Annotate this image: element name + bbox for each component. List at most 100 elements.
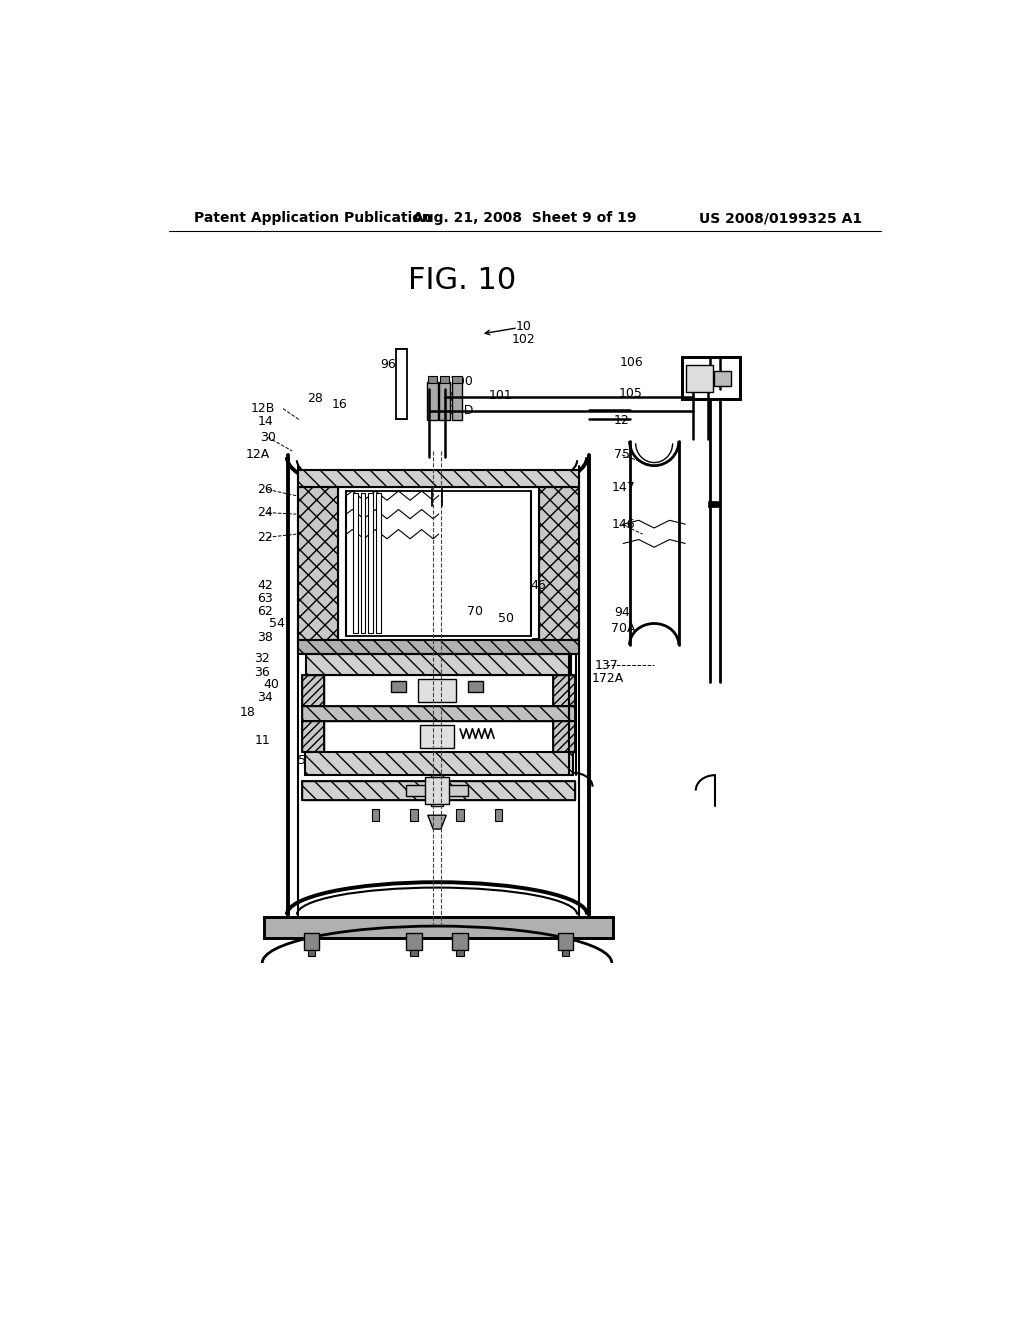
Text: 11: 11 xyxy=(255,734,271,747)
Bar xyxy=(682,358,739,400)
Bar xyxy=(304,752,572,775)
Text: 75: 75 xyxy=(613,449,630,462)
Bar xyxy=(539,487,579,640)
Bar xyxy=(298,640,579,653)
Text: 32: 32 xyxy=(254,652,269,665)
Text: 72: 72 xyxy=(422,763,437,776)
Bar xyxy=(302,706,574,721)
Text: 38: 38 xyxy=(257,631,273,644)
Text: 146: 146 xyxy=(611,517,635,531)
Bar xyxy=(298,487,339,640)
Bar xyxy=(360,494,366,634)
Text: 96: 96 xyxy=(381,358,396,371)
Text: 34: 34 xyxy=(257,690,273,704)
Bar xyxy=(264,917,613,939)
Text: 16: 16 xyxy=(332,399,348,412)
Bar xyxy=(369,494,373,634)
Text: 64: 64 xyxy=(331,763,346,776)
Text: 18: 18 xyxy=(240,706,256,719)
Text: 100: 100 xyxy=(450,375,473,388)
Text: 137: 137 xyxy=(595,659,618,672)
Text: 24: 24 xyxy=(257,506,273,519)
Text: 48: 48 xyxy=(355,763,371,776)
Text: Aug. 21, 2008  Sheet 9 of 19: Aug. 21, 2008 Sheet 9 of 19 xyxy=(413,211,637,226)
Bar xyxy=(420,725,454,748)
Text: 14: 14 xyxy=(257,416,273,428)
Bar xyxy=(302,781,574,800)
Bar xyxy=(553,675,574,706)
Text: 105: 105 xyxy=(620,387,643,400)
Text: 56: 56 xyxy=(298,754,314,767)
Bar xyxy=(298,487,339,640)
Text: 147: 147 xyxy=(611,482,635,495)
Text: 106: 106 xyxy=(620,356,643,370)
Bar xyxy=(553,721,574,752)
Bar xyxy=(298,640,579,653)
Bar xyxy=(304,933,319,950)
Bar xyxy=(396,350,407,418)
Bar xyxy=(410,809,418,821)
Bar xyxy=(418,678,457,702)
Bar xyxy=(453,376,462,383)
Bar xyxy=(324,675,553,706)
Bar xyxy=(558,933,573,950)
Text: 28: 28 xyxy=(307,392,324,405)
Bar xyxy=(302,675,324,706)
Text: 20: 20 xyxy=(438,391,455,404)
Text: 30: 30 xyxy=(260,430,275,444)
Text: 54: 54 xyxy=(269,616,285,630)
Text: 42: 42 xyxy=(257,579,273,593)
Bar xyxy=(439,381,451,420)
Bar xyxy=(407,785,468,796)
Bar xyxy=(302,675,324,706)
Text: 63: 63 xyxy=(257,593,273,606)
Bar xyxy=(410,950,418,956)
Bar xyxy=(304,752,572,775)
Bar xyxy=(298,470,579,487)
Text: 62: 62 xyxy=(257,605,273,618)
Text: 44: 44 xyxy=(375,763,390,776)
Text: 36: 36 xyxy=(254,667,269,680)
Text: US 2008/0199325 A1: US 2008/0199325 A1 xyxy=(699,211,862,226)
Bar xyxy=(302,721,324,752)
Bar xyxy=(453,933,468,950)
Text: 102: 102 xyxy=(511,333,536,346)
Text: 70: 70 xyxy=(467,605,482,618)
Bar xyxy=(372,809,379,821)
Bar xyxy=(306,653,571,675)
Text: 68: 68 xyxy=(469,763,485,776)
Bar xyxy=(427,381,438,420)
Bar xyxy=(457,809,464,821)
Bar xyxy=(431,775,443,807)
Bar xyxy=(391,681,407,692)
Text: 12: 12 xyxy=(614,413,630,426)
Text: FIG. 10: FIG. 10 xyxy=(408,265,516,294)
Text: 40: 40 xyxy=(263,677,280,690)
Bar xyxy=(495,809,503,821)
Bar xyxy=(376,494,381,634)
Text: 74: 74 xyxy=(530,638,547,649)
Bar xyxy=(302,721,324,752)
Text: 22: 22 xyxy=(257,531,273,544)
Text: Patent Application Publication: Patent Application Publication xyxy=(194,211,431,226)
Bar xyxy=(264,917,613,939)
Bar xyxy=(307,950,315,956)
Bar xyxy=(324,721,553,752)
Bar xyxy=(306,653,571,675)
Bar xyxy=(539,487,579,640)
Text: 12B: 12B xyxy=(251,403,275,416)
Text: 12A: 12A xyxy=(246,449,269,462)
Bar xyxy=(353,494,357,634)
Text: 26: 26 xyxy=(257,483,273,496)
Text: 101: 101 xyxy=(488,389,512,403)
Polygon shape xyxy=(428,816,446,829)
Text: 10: 10 xyxy=(515,319,531,333)
Text: 12D: 12D xyxy=(449,404,474,417)
Bar xyxy=(452,381,463,420)
Bar xyxy=(298,470,579,487)
Bar xyxy=(714,371,731,387)
Bar xyxy=(562,950,569,956)
Bar xyxy=(682,358,739,400)
Bar xyxy=(686,364,713,392)
Bar xyxy=(457,950,464,956)
